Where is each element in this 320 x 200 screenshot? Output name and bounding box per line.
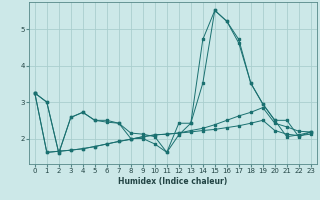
X-axis label: Humidex (Indice chaleur): Humidex (Indice chaleur) — [118, 177, 228, 186]
